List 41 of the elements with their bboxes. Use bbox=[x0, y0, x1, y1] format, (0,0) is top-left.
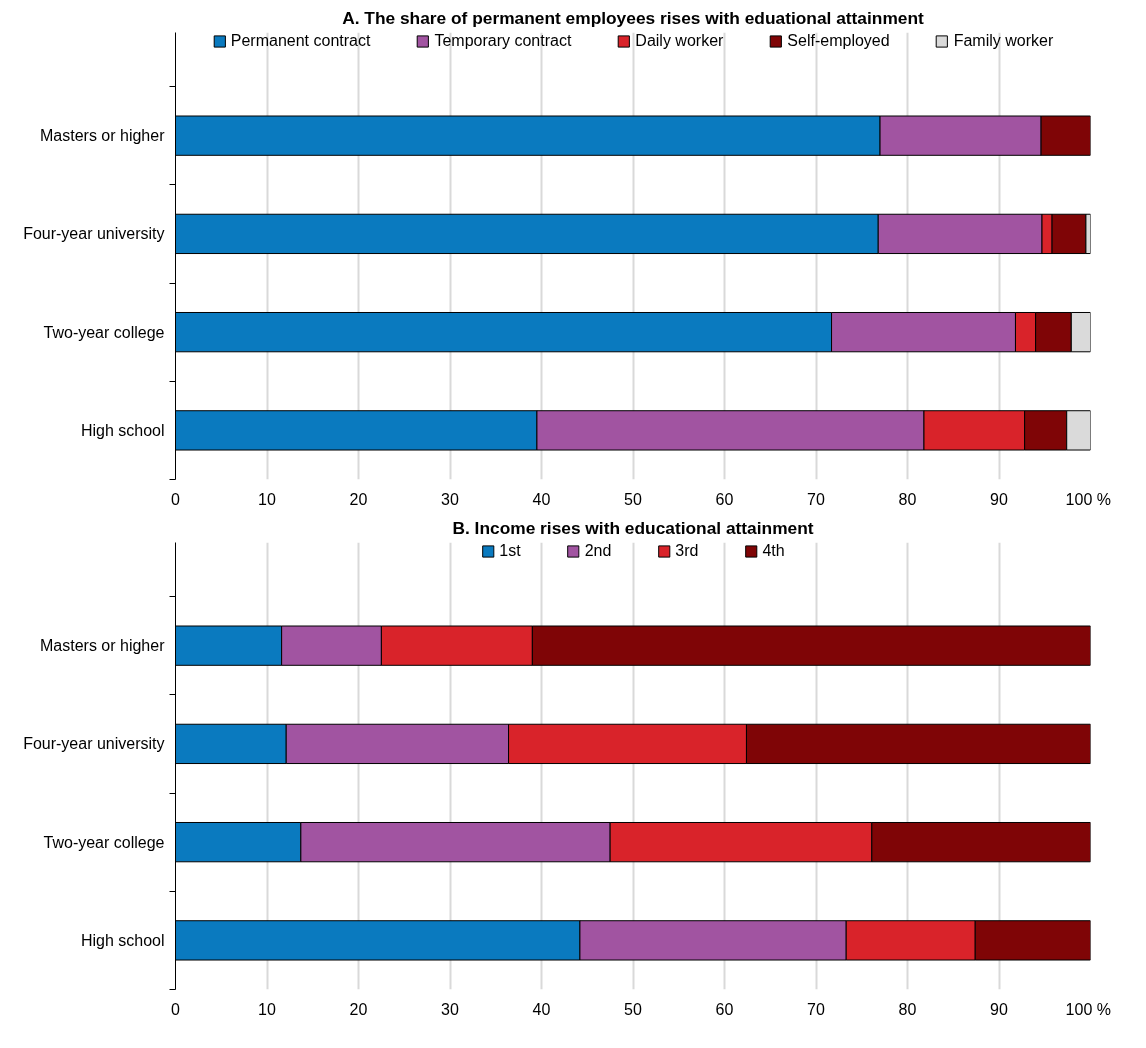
x-tick-label: 20 bbox=[349, 490, 368, 508]
legend-label: 3rd bbox=[675, 542, 699, 560]
y-tick-label: High school bbox=[80, 421, 165, 439]
x-tick-label: 100 % bbox=[1065, 490, 1111, 508]
x-tick-label: 50 bbox=[624, 1000, 642, 1018]
legend-label: Temporary contract bbox=[434, 32, 572, 50]
y-tick-label: Two-year college bbox=[43, 833, 165, 851]
x-tick-label: 0 bbox=[171, 490, 181, 508]
chart-title: B. Income rises with educational attainment bbox=[452, 517, 814, 538]
y-tick-label: Masters or higher bbox=[40, 127, 166, 145]
y-tick-label: High school bbox=[80, 931, 165, 949]
y-tick-label: Masters or higher bbox=[40, 637, 166, 655]
chart-title: A. The share of permanent employees rises with eduational attainment bbox=[342, 7, 925, 28]
x-tick-label: 20 bbox=[349, 1000, 368, 1018]
y-tick-label: Four-year university bbox=[23, 735, 165, 753]
x-tick-label: 10 bbox=[258, 490, 276, 508]
x-tick-label: 60 bbox=[715, 1000, 734, 1018]
x-tick-label: 10 bbox=[258, 1000, 276, 1018]
legend-label: 4th bbox=[762, 542, 785, 560]
x-tick-label: 40 bbox=[532, 490, 551, 508]
x-tick-label: 70 bbox=[807, 490, 825, 508]
x-tick-label: 0 bbox=[171, 1000, 181, 1018]
legend-label: Daily worker bbox=[635, 32, 724, 50]
x-tick-label: 30 bbox=[441, 1000, 459, 1018]
x-tick-label: 40 bbox=[532, 1000, 551, 1018]
x-tick-label: 30 bbox=[441, 490, 459, 508]
legend-label: Permanent contract bbox=[230, 32, 371, 50]
x-tick-label: 50 bbox=[624, 490, 642, 508]
x-tick-label: 90 bbox=[990, 1000, 1008, 1018]
legend-label: 1st bbox=[499, 542, 521, 560]
x-tick-label: 80 bbox=[898, 1000, 917, 1018]
x-tick-label: 70 bbox=[807, 1000, 825, 1018]
x-tick-label: 90 bbox=[990, 490, 1008, 508]
y-tick-label: Four-year university bbox=[23, 225, 165, 243]
x-tick-label: 60 bbox=[715, 490, 734, 508]
x-tick-label: 100 % bbox=[1065, 1000, 1111, 1018]
y-tick-label: Two-year college bbox=[43, 323, 165, 341]
legend-label: Family worker bbox=[953, 32, 1054, 50]
legend-label: Self-employed bbox=[787, 32, 890, 50]
legend-label: 2nd bbox=[584, 542, 612, 560]
x-tick-label: 80 bbox=[898, 490, 917, 508]
